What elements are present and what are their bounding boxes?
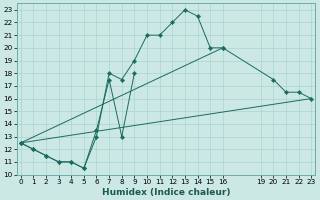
X-axis label: Humidex (Indice chaleur): Humidex (Indice chaleur): [102, 188, 230, 197]
